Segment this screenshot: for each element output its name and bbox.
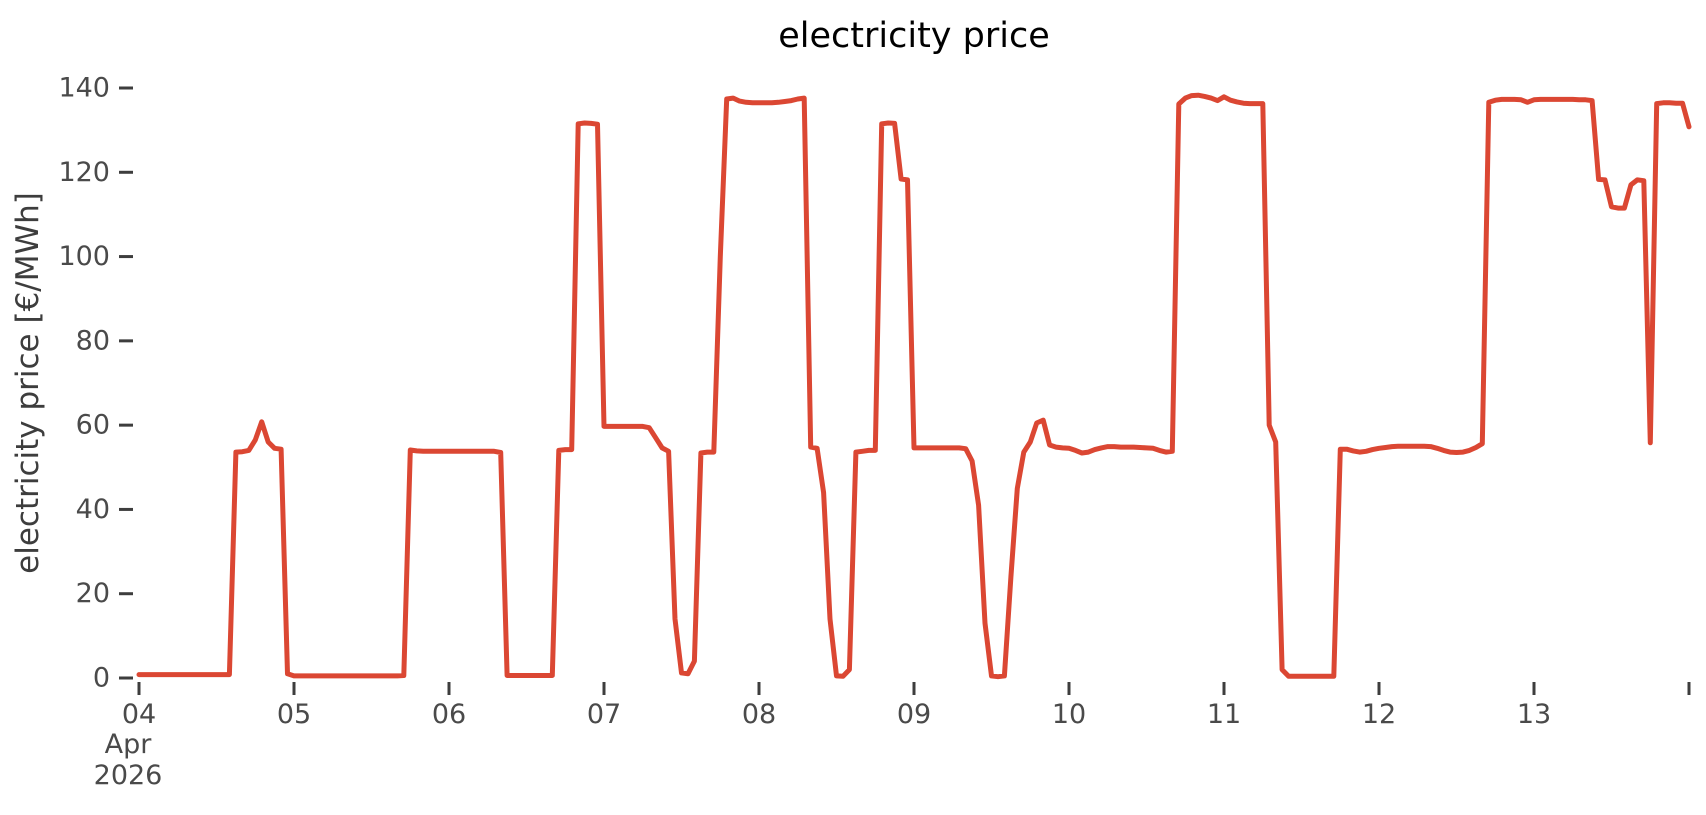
x-tick-label: 11 — [1207, 699, 1241, 730]
x-tick-label: 05 — [277, 699, 311, 730]
x-tick-label: 04 — [122, 699, 156, 730]
x-axis-year-label: 2026 — [94, 760, 163, 791]
x-tick-label: 13 — [1517, 699, 1551, 730]
price-line — [136, 92, 1692, 680]
y-tick-label: 120 — [58, 157, 110, 188]
x-tick-label: 09 — [897, 699, 931, 730]
x-tick-label: 12 — [1362, 699, 1396, 730]
y-tick-label: 0 — [93, 663, 110, 694]
chart-title: electricity price — [778, 16, 1050, 56]
y-tick-label: 100 — [58, 241, 110, 272]
y-tick-label: 140 — [58, 73, 110, 104]
x-tick-label: 06 — [432, 699, 466, 730]
x-axis-month-label: Apr — [105, 729, 153, 760]
y-tick-label: 40 — [76, 494, 110, 525]
x-tick-label: 07 — [587, 699, 621, 730]
x-axis-ticks: 04 05 06 07 08 09 10 11 12 13 — [122, 682, 1691, 730]
y-tick-label: 60 — [76, 410, 110, 441]
y-tick-label: 20 — [76, 578, 110, 609]
x-tick-label: 08 — [742, 699, 776, 730]
y-axis-ticks: 0 20 40 60 80 100 120 140 — [58, 73, 133, 694]
x-tick-label: 10 — [1052, 699, 1086, 730]
y-axis-label: electricity price [€/MWh] — [10, 192, 46, 574]
y-tick-label: 80 — [76, 325, 110, 356]
